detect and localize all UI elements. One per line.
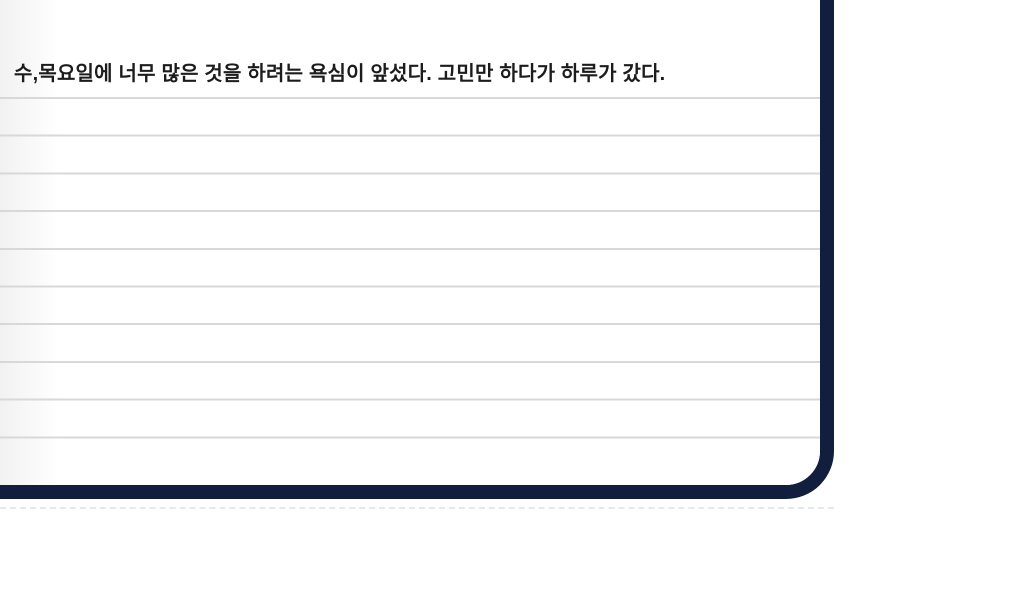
- notebook-frame: [0, 0, 834, 499]
- diary-entry-text: 수,목요일에 너무 많은 것을 하려는 욕심이 앞섰다. 고민만 하다가 하루가…: [14, 63, 666, 85]
- notebook-page[interactable]: 수,목요일에 너무 많은 것을 하려는 욕심이 앞섰다. 고민만 하다가 하루가…: [0, 0, 820, 485]
- ruled-lines: [0, 97, 820, 439]
- page-under-shadow: [0, 507, 834, 509]
